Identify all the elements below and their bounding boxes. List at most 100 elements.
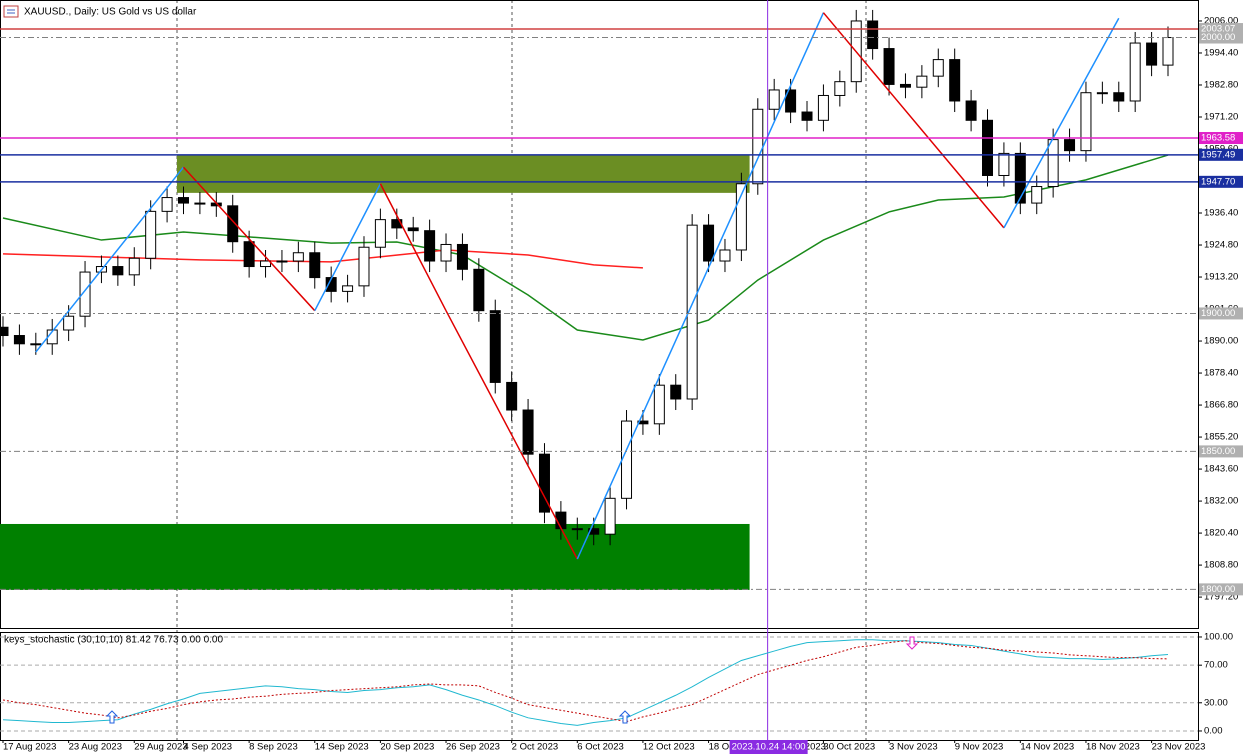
candle-body: [637, 420, 649, 425]
price-level-box: [1199, 445, 1243, 458]
price-level-label: 1947.70: [1201, 176, 1235, 187]
candle-body: [1129, 42, 1141, 102]
y-tick-label: 1832.00: [1204, 496, 1238, 507]
candle-body: [867, 20, 879, 50]
candle-body: [768, 89, 780, 110]
panel-frame: [0, 0, 1199, 629]
candle-body: [1113, 92, 1125, 102]
y-tick-label: 0.00: [1204, 725, 1223, 736]
x-tick-label: 18 Nov 2023: [1086, 742, 1140, 753]
candle-body: [79, 271, 91, 317]
price-level-box: [1199, 132, 1243, 145]
x-tick-label: 26 Sep 2023: [446, 742, 500, 753]
candle-body: [30, 343, 42, 346]
candle-body: [145, 210, 157, 259]
x-tick-label: 9 Nov 2023: [955, 742, 1004, 753]
y-tick-label: 1936.40: [1204, 208, 1238, 219]
y-tick-label: 1994.40: [1204, 47, 1238, 58]
signal-arrow-down: [905, 636, 919, 650]
y-tick-label: 1866.80: [1204, 400, 1238, 411]
candle-body: [522, 409, 534, 455]
candle-body: [260, 260, 272, 268]
candle-body: [588, 528, 600, 535]
y-tick-label: 1843.60: [1204, 464, 1238, 475]
chart-title: XAUUSD., Daily: US Gold vs US dollar: [24, 7, 197, 18]
x-tick-label: 2 Oct 2023: [512, 742, 558, 753]
candle-body: [899, 83, 911, 88]
y-tick-label: 1808.80: [1204, 560, 1238, 571]
zigzag-segment: [182, 166, 316, 312]
candle-body: [1080, 92, 1092, 152]
candle-body: [276, 260, 288, 263]
candle-body: [0, 326, 9, 337]
y-tick-label: 1855.20: [1204, 432, 1238, 443]
crosshair-box: [729, 740, 808, 754]
x-tick-label: 4 Sep 2023: [183, 742, 232, 753]
icon-box: [3, 5, 19, 18]
y-tick-label: 70.00: [1204, 660, 1228, 671]
x-tick-label: 3 Nov 2023: [889, 742, 938, 753]
y-tick-label: 1878.40: [1204, 368, 1238, 379]
candle-body: [194, 202, 206, 205]
y-tick-label: 100.00: [1204, 631, 1233, 642]
candle-body: [965, 100, 977, 121]
candle-body: [998, 152, 1010, 176]
candle-body: [440, 243, 452, 262]
candle-body: [1146, 42, 1158, 66]
y-tick-label: 1982.80: [1204, 79, 1238, 90]
price-level-label: 2003.07: [1201, 24, 1235, 35]
candle-body: [309, 252, 321, 279]
candle-body: [407, 227, 419, 232]
x-tick-label: 6 Oct 2023: [577, 742, 623, 753]
stochastic-line: [2, 639, 1169, 726]
candle-body: [177, 197, 189, 204]
x-tick-label: 30 Oct 2023: [823, 742, 875, 753]
price-level-box: [1199, 307, 1243, 320]
candle-body: [1031, 186, 1043, 204]
indicator-title: keys_stochastic (30,10,10) 81.42 76.73 0…: [4, 635, 223, 646]
candle-body: [63, 315, 75, 331]
price-level-box: [1199, 175, 1243, 188]
candle-body: [292, 252, 304, 262]
x-tick-label: 29 Aug 2023: [134, 742, 187, 753]
price-level-label: 1957.49: [1201, 149, 1235, 160]
moving-average: [2, 154, 1169, 341]
x-tick-label: 8 Sep 2023: [249, 742, 298, 753]
candle-body: [670, 384, 682, 400]
x-tick-label: 20 Sep 2023: [380, 742, 434, 753]
candle-body: [604, 497, 616, 535]
candle-body: [621, 420, 633, 499]
candle-body: [1162, 37, 1174, 66]
zigzag-segment: [1003, 17, 1120, 229]
candle-body: [358, 246, 370, 287]
price-level-box: [1199, 583, 1243, 596]
candle-body: [571, 528, 583, 531]
candle-body: [161, 197, 173, 212]
price-level-label: 2000.00: [1201, 32, 1235, 43]
price-level-label: 1900.00: [1201, 308, 1235, 319]
zigzag-segment: [35, 166, 185, 353]
candle-body: [1047, 139, 1059, 188]
candle-body: [883, 48, 895, 85]
stochastic-line: [2, 640, 1169, 723]
y-tick-label: 1820.40: [1204, 528, 1238, 539]
candle-body: [489, 310, 501, 383]
candle-body: [1014, 152, 1026, 204]
candle-body: [752, 108, 764, 185]
candle-body: [1064, 139, 1076, 152]
candle-body: [456, 243, 468, 270]
crosshair-label: 2023.10.24 14:00: [732, 742, 806, 753]
candle-body: [227, 205, 239, 243]
candle-body: [506, 381, 518, 411]
y-tick-label: 30.00: [1204, 697, 1228, 708]
signal-arrow-up: [105, 710, 119, 724]
zigzag-segment: [576, 12, 825, 560]
zone: [0, 523, 750, 590]
x-tick-label: 14 Nov 2023: [1020, 742, 1074, 753]
price-level-box: [1199, 31, 1243, 44]
price-level-label: 1963.58: [1201, 133, 1235, 144]
candle-body: [703, 224, 715, 262]
candle-body: [932, 59, 944, 77]
candle-body: [735, 183, 747, 251]
